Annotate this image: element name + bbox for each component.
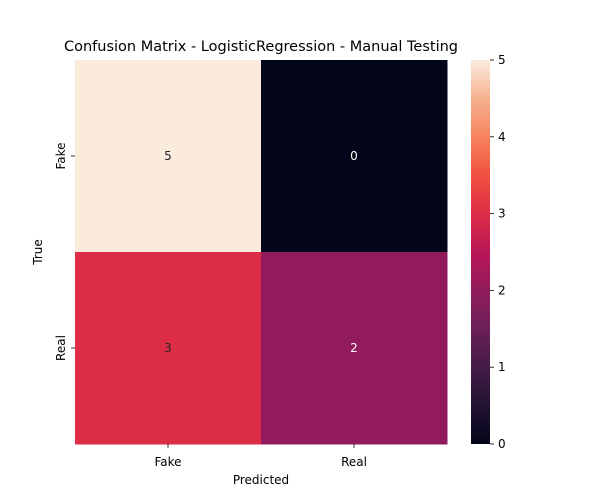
heatmap-annotations: 5 0 3 2: [164, 149, 358, 355]
y-tick-label: Real: [54, 335, 68, 361]
colorbar-tick-label: 4: [498, 130, 506, 144]
colorbar-tick-label: 3: [498, 207, 506, 221]
cell-value-label: 5: [164, 149, 172, 163]
chart-title: Confusion Matrix - LogisticRegression - …: [64, 39, 458, 55]
y-axis-ticks: Fake Real: [54, 142, 75, 361]
heatmap-cell: [261, 60, 448, 253]
colorbar-tick-label: 5: [498, 53, 506, 67]
colorbar-tick-label: 0: [498, 437, 506, 451]
heatmap-cells: [75, 60, 448, 445]
y-axis-label: True: [31, 239, 45, 266]
heatmap-cell: [75, 252, 262, 445]
colorbar-tick-label: 1: [498, 360, 506, 374]
colorbar: [471, 60, 490, 444]
cell-value-label: 3: [164, 341, 172, 355]
y-tick-label: Fake: [54, 142, 68, 169]
colorbar-tick-label: 2: [498, 283, 506, 297]
cell-value-label: 2: [350, 341, 358, 355]
x-tick-label: Real: [341, 455, 367, 469]
x-axis-label: Predicted: [233, 473, 289, 487]
x-tick-label: Fake: [154, 455, 181, 469]
colorbar-ticks: 0 1 2 3 4 5: [490, 53, 506, 451]
x-axis-ticks: Fake Real: [154, 444, 367, 469]
heatmap-cell: [75, 60, 262, 253]
cell-value-label: 0: [350, 149, 358, 163]
heatmap-cell: [261, 252, 448, 445]
